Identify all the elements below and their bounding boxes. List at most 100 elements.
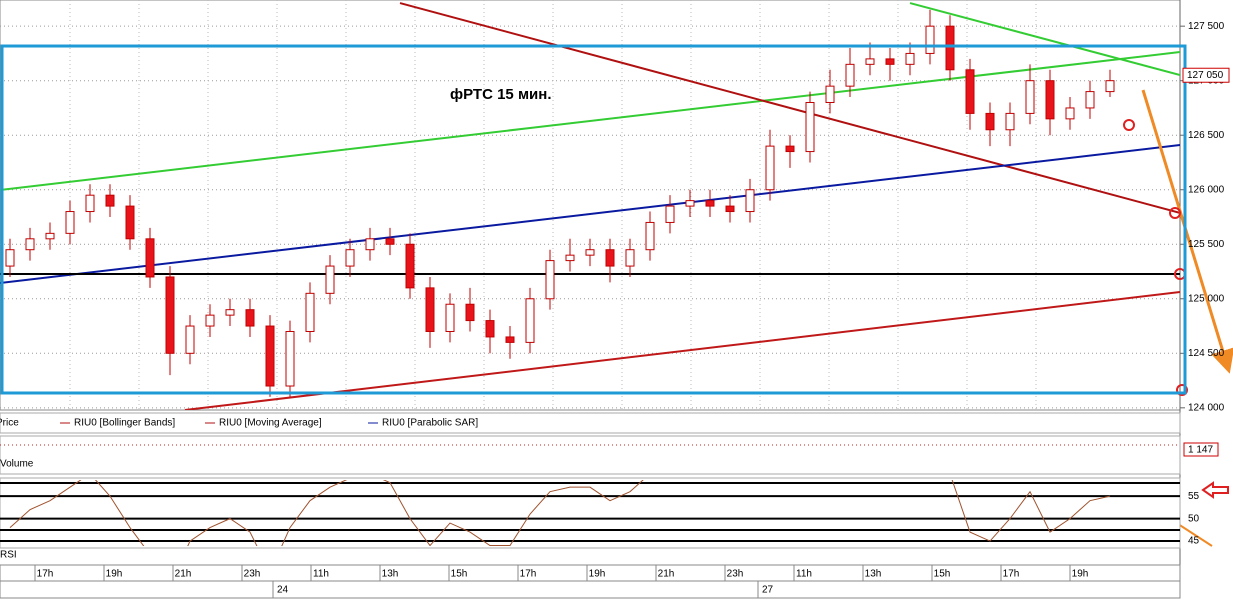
time-tick-label: 13h <box>382 569 399 580</box>
candle-body <box>285 330 295 387</box>
y-tick-label: 125 000 <box>1188 293 1225 304</box>
price-label: 127 050 <box>1187 70 1224 81</box>
circle-marker <box>1123 119 1135 131</box>
candle-body <box>185 325 195 354</box>
candle-body <box>1005 112 1015 131</box>
candle-body <box>1045 80 1055 120</box>
candle-body <box>385 238 395 245</box>
candle-body <box>245 309 255 327</box>
volume-value: 1 147 <box>1188 445 1213 456</box>
time-tick-label: 15h <box>934 569 951 580</box>
legend-entry: Price <box>0 418 19 429</box>
candle-body <box>765 145 775 191</box>
time-tick-label: 19h <box>106 569 123 580</box>
time-tick-label: 17h <box>37 569 54 580</box>
candle-body <box>605 249 615 267</box>
trendline <box>399 2 1180 214</box>
rsi-label: RSI <box>0 550 17 561</box>
candle-body <box>565 254 575 262</box>
y-tick-label: 127 500 <box>1188 21 1225 32</box>
candle-body <box>1065 107 1075 120</box>
candle-body <box>305 292 315 332</box>
rsi-group <box>9 480 1111 546</box>
arrow-marker <box>1201 481 1229 499</box>
candle-body <box>405 243 415 289</box>
legend-entry: RIU0 [Moving Average] <box>219 418 322 429</box>
box <box>0 44 1187 395</box>
candle-body <box>805 102 815 153</box>
candle-body <box>1105 80 1115 93</box>
trendline <box>0 51 1180 191</box>
candle-body <box>1085 91 1095 109</box>
candle-body <box>5 249 15 267</box>
y-tick-label: 124 000 <box>1188 402 1225 413</box>
time-tick-label: 17h <box>1003 569 1020 580</box>
candle-body <box>865 58 875 65</box>
y-tick-label: 124 500 <box>1188 348 1225 359</box>
volume-label: Volume <box>0 459 34 470</box>
candle-body <box>845 63 855 87</box>
trendline <box>184 291 1180 410</box>
date-label: 24 <box>277 585 289 596</box>
candle-body <box>985 112 995 131</box>
candle-body <box>665 205 675 223</box>
time-tick-label: 11h <box>313 569 329 580</box>
time-tick-label: 23h <box>244 569 261 580</box>
candle-body <box>925 25 935 54</box>
candle-body <box>345 249 355 267</box>
volume-panel <box>0 435 1181 475</box>
candle-body <box>265 325 275 387</box>
date-label: 27 <box>762 585 774 596</box>
candle-body <box>365 238 375 251</box>
legend-entry: RIU0 [Parabolic SAR] <box>382 418 478 429</box>
price-panel <box>0 0 1181 411</box>
rsi-tick-label: 50 <box>1188 513 1200 524</box>
candle-body <box>85 194 95 213</box>
candle-body <box>945 25 955 71</box>
time-tick-label: 15h <box>451 569 468 580</box>
trendline <box>909 2 1180 76</box>
circle-marker <box>1169 207 1181 219</box>
candle-body <box>905 52 915 65</box>
time-tick-label: 13h <box>865 569 882 580</box>
time-tick-label: 17h <box>520 569 537 580</box>
candle-body <box>65 211 75 234</box>
time-tick-label: 21h <box>658 569 675 580</box>
circle-marker <box>1176 384 1188 396</box>
candle-body <box>585 249 595 256</box>
candle-body <box>785 145 795 153</box>
candle-body <box>145 238 155 278</box>
candle-body <box>885 58 895 65</box>
rsi-tick-label: 45 <box>1188 536 1200 547</box>
legend-entry: RIU0 [Bollinger Bands] <box>74 418 175 429</box>
time-tick-label: 21h <box>175 569 192 580</box>
candle-body <box>485 320 495 338</box>
candle-body <box>1025 80 1035 114</box>
candle-body <box>125 205 135 240</box>
candle-body <box>645 221 655 251</box>
rsi-panel <box>0 477 1181 549</box>
candle-body <box>165 276 175 354</box>
candle-body <box>825 85 835 103</box>
candle-body <box>445 303 455 332</box>
volume-box <box>1183 442 1219 457</box>
time-tick-label: 19h <box>589 569 606 580</box>
time-tick-label: 19h <box>1072 569 1089 580</box>
candle-body <box>25 238 35 251</box>
chart-title: фРТС 15 мин. <box>450 86 552 103</box>
candle-body <box>105 194 115 207</box>
candle-body <box>465 303 475 322</box>
y-tick-label: 126 000 <box>1188 184 1225 195</box>
rsi-tick-label: 55 <box>1188 491 1200 502</box>
time-tick-label: 11h <box>796 569 812 580</box>
candle-body <box>425 287 435 332</box>
date-axis <box>0 580 1181 599</box>
candle-body <box>325 265 335 294</box>
candle-body <box>685 200 695 207</box>
trendline <box>0 144 1180 284</box>
time-tick-label: 23h <box>727 569 744 580</box>
price-box <box>1182 67 1230 83</box>
candle-body <box>45 232 55 240</box>
candle-body <box>205 314 215 327</box>
